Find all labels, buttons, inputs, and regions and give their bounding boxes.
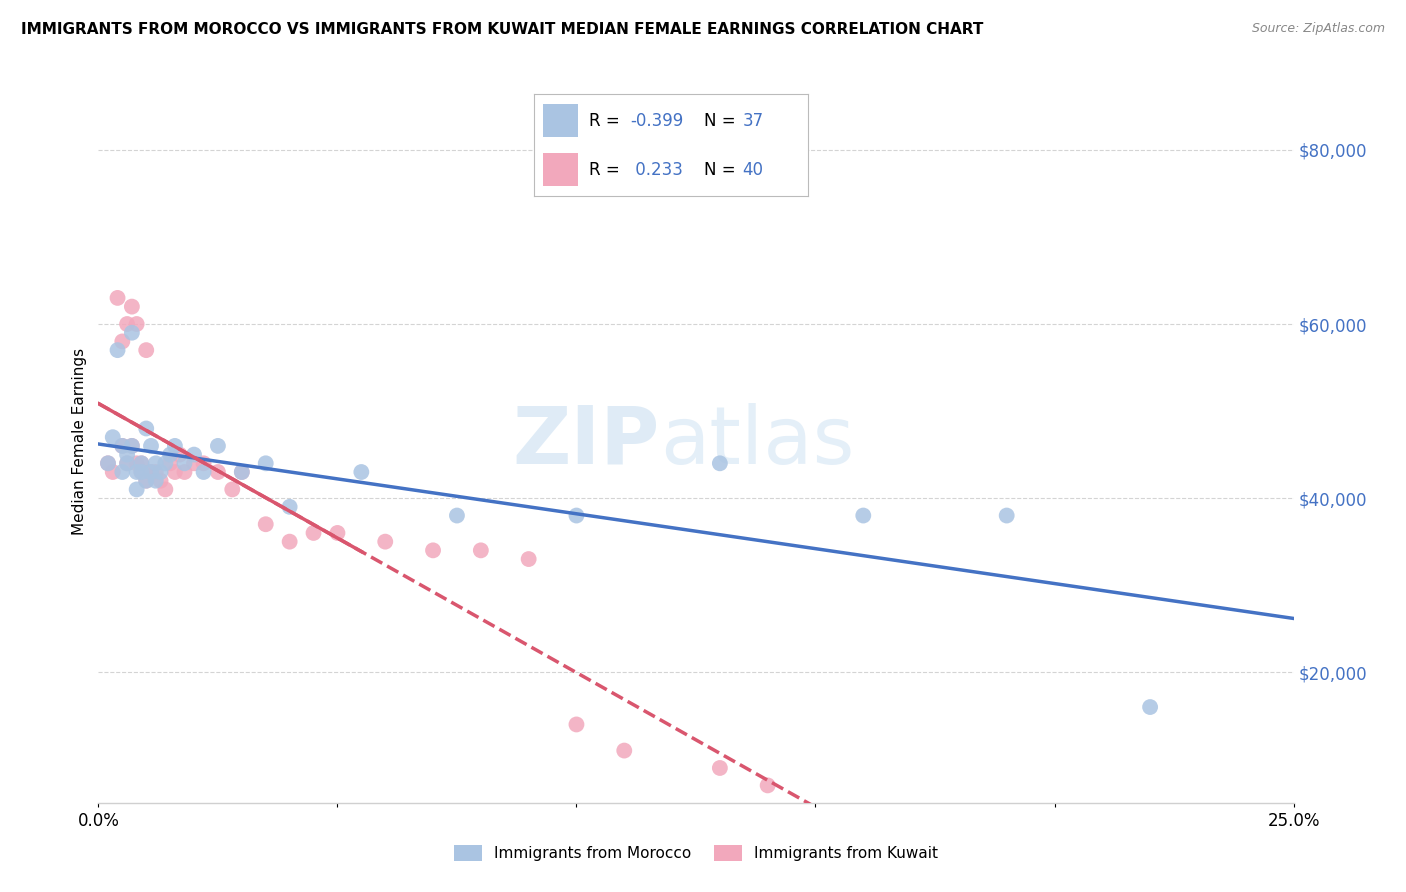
Point bbox=[131, 465, 153, 479]
Point bbox=[107, 291, 129, 305]
Point bbox=[145, 456, 167, 470]
Point bbox=[97, 456, 120, 470]
Point bbox=[101, 430, 124, 444]
Point bbox=[221, 483, 243, 497]
Point bbox=[254, 456, 277, 470]
Text: N =: N = bbox=[704, 112, 741, 130]
Text: IMMIGRANTS FROM MOROCCO VS IMMIGRANTS FROM KUWAIT MEDIAN FEMALE EARNINGS CORRELA: IMMIGRANTS FROM MOROCCO VS IMMIGRANTS FR… bbox=[21, 22, 983, 37]
Point bbox=[139, 465, 162, 479]
Point bbox=[163, 465, 186, 479]
Point bbox=[517, 552, 540, 566]
Text: R =: R = bbox=[589, 112, 626, 130]
Point bbox=[709, 456, 731, 470]
Point bbox=[115, 448, 138, 462]
Point bbox=[173, 465, 195, 479]
Point bbox=[254, 517, 277, 532]
Point bbox=[121, 439, 143, 453]
Point bbox=[278, 500, 301, 514]
Point bbox=[326, 525, 349, 540]
Point bbox=[135, 474, 157, 488]
Point bbox=[135, 343, 157, 358]
Point bbox=[121, 326, 143, 340]
Point bbox=[135, 474, 157, 488]
Legend: Immigrants from Morocco, Immigrants from Kuwait: Immigrants from Morocco, Immigrants from… bbox=[449, 839, 943, 867]
Text: R =: R = bbox=[589, 161, 626, 178]
Point bbox=[139, 465, 162, 479]
Bar bbox=[543, 153, 578, 186]
Point bbox=[111, 465, 134, 479]
Point bbox=[159, 456, 181, 470]
Point bbox=[149, 465, 172, 479]
Point bbox=[115, 456, 138, 470]
Point bbox=[446, 508, 468, 523]
Point bbox=[374, 534, 396, 549]
Point bbox=[111, 334, 134, 349]
Point bbox=[193, 465, 215, 479]
Point bbox=[149, 474, 172, 488]
Point bbox=[111, 439, 134, 453]
Point bbox=[995, 508, 1018, 523]
Point bbox=[470, 543, 492, 558]
Text: 40: 40 bbox=[742, 161, 763, 178]
Point bbox=[302, 525, 325, 540]
Point bbox=[163, 439, 186, 453]
Point bbox=[121, 300, 143, 314]
Point bbox=[131, 465, 153, 479]
Point bbox=[125, 483, 148, 497]
Point bbox=[107, 343, 129, 358]
Point bbox=[756, 778, 779, 792]
Point bbox=[613, 743, 636, 757]
Point bbox=[131, 456, 153, 470]
Text: 0.233: 0.233 bbox=[630, 161, 683, 178]
Point bbox=[207, 465, 229, 479]
Point bbox=[183, 456, 205, 470]
Point bbox=[115, 317, 138, 331]
Y-axis label: Median Female Earnings: Median Female Earnings bbox=[72, 348, 87, 535]
Point bbox=[125, 456, 148, 470]
Point bbox=[139, 439, 162, 453]
Point bbox=[111, 439, 134, 453]
Point bbox=[231, 465, 253, 479]
Point bbox=[159, 448, 181, 462]
Point bbox=[97, 456, 120, 470]
Text: -0.399: -0.399 bbox=[630, 112, 683, 130]
Text: N =: N = bbox=[704, 161, 741, 178]
Point bbox=[145, 465, 167, 479]
Point bbox=[145, 474, 167, 488]
Point bbox=[565, 717, 588, 731]
Point bbox=[135, 421, 157, 435]
Point bbox=[709, 761, 731, 775]
Point bbox=[852, 508, 875, 523]
Point bbox=[565, 508, 588, 523]
Point bbox=[101, 465, 124, 479]
Text: ZIP: ZIP bbox=[513, 402, 661, 481]
Point bbox=[131, 456, 153, 470]
Point bbox=[350, 465, 373, 479]
Point bbox=[207, 439, 229, 453]
Bar bbox=[543, 104, 578, 136]
Point bbox=[155, 483, 177, 497]
Point bbox=[278, 534, 301, 549]
Text: atlas: atlas bbox=[661, 402, 855, 481]
Point bbox=[422, 543, 444, 558]
Point bbox=[1139, 700, 1161, 714]
Point bbox=[193, 456, 215, 470]
Point bbox=[183, 448, 205, 462]
Text: Source: ZipAtlas.com: Source: ZipAtlas.com bbox=[1251, 22, 1385, 36]
Point bbox=[125, 465, 148, 479]
Point bbox=[155, 456, 177, 470]
Point bbox=[169, 448, 191, 462]
Point bbox=[231, 465, 253, 479]
Point bbox=[125, 317, 148, 331]
Point bbox=[173, 456, 195, 470]
Text: 37: 37 bbox=[742, 112, 763, 130]
Point bbox=[121, 439, 143, 453]
Point bbox=[115, 456, 138, 470]
